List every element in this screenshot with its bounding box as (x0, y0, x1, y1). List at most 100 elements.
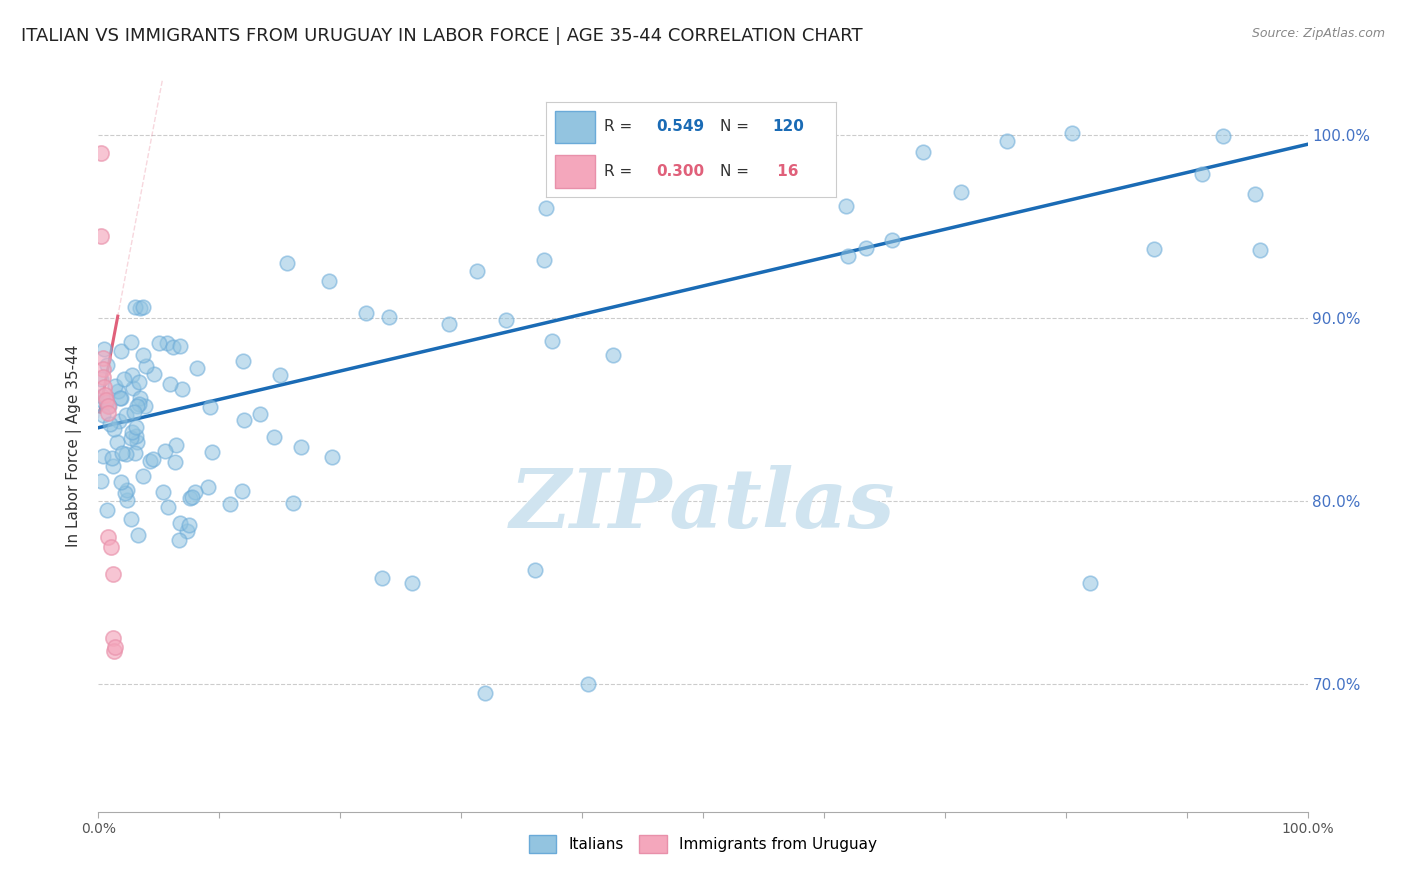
Point (534, 201, 557, 215)
Text: ZIPatlas: ZIPatlas (510, 465, 896, 544)
Point (115, 447, 138, 461)
Point (104, 640, 127, 655)
Point (1249, 243, 1271, 257)
Point (96, 395, 118, 409)
Point (97, 406, 120, 420)
Point (882, 233, 904, 247)
Point (474, 686, 496, 700)
Point (124, 446, 146, 460)
Point (281, 496, 304, 510)
Point (201, 445, 224, 459)
Point (165, 455, 187, 469)
Point (467, 264, 489, 278)
Y-axis label: In Labor Force | Age 35-44: In Labor Force | Age 35-44 (66, 345, 83, 547)
Point (91, 362, 114, 376)
Point (524, 563, 547, 577)
Point (91, 408, 114, 422)
Point (101, 567, 124, 582)
Point (276, 256, 298, 270)
Point (152, 484, 174, 499)
Point (533, 252, 555, 267)
Point (179, 491, 201, 505)
Point (1078, 576, 1101, 591)
Point (108, 414, 131, 428)
Point (112, 372, 135, 386)
Point (139, 454, 162, 468)
Point (602, 348, 624, 362)
Point (128, 397, 150, 411)
Point (263, 430, 285, 444)
Point (111, 445, 134, 459)
Point (91, 449, 114, 463)
Point (156, 500, 179, 514)
Point (142, 367, 165, 381)
Point (169, 339, 191, 353)
Point (269, 368, 291, 383)
Point (96, 503, 118, 517)
Point (90, 475, 112, 489)
Point (107, 384, 129, 399)
Point (97, 399, 120, 413)
Point (815, 119, 838, 133)
Point (94, 388, 117, 402)
Point (571, 171, 593, 186)
Point (162, 340, 184, 354)
Point (124, 300, 146, 314)
Point (127, 528, 149, 542)
Point (183, 485, 205, 500)
Point (129, 392, 152, 406)
Point (96, 358, 118, 372)
Point (437, 317, 460, 331)
Point (198, 400, 221, 414)
Point (91, 394, 114, 409)
Point (148, 336, 170, 351)
Point (125, 420, 148, 434)
Point (132, 469, 155, 483)
Point (125, 434, 148, 449)
Point (117, 492, 139, 507)
Point (120, 431, 142, 445)
Point (995, 134, 1018, 148)
Point (155, 444, 177, 458)
Point (401, 576, 423, 591)
Point (103, 644, 125, 658)
Point (172, 382, 194, 396)
Text: ITALIAN VS IMMIGRANTS FROM URUGUAY IN LABOR FORCE | AGE 35-44 CORRELATION CHART: ITALIAN VS IMMIGRANTS FROM URUGUAY IN LA… (21, 27, 863, 45)
Point (101, 450, 124, 465)
Point (156, 336, 179, 351)
Point (91, 351, 114, 366)
Point (911, 145, 934, 159)
Point (541, 334, 564, 348)
Point (93, 342, 115, 356)
Point (1212, 128, 1234, 143)
Point (121, 425, 143, 439)
Point (100, 540, 122, 554)
Point (159, 376, 181, 391)
Point (186, 360, 208, 375)
Point (129, 301, 152, 315)
Point (318, 274, 340, 288)
Point (110, 344, 132, 359)
Point (354, 305, 377, 319)
Point (135, 359, 157, 373)
Point (128, 375, 150, 389)
Point (370, 571, 392, 585)
Point (134, 400, 156, 414)
Point (1191, 167, 1213, 181)
Point (110, 392, 132, 406)
Point (115, 483, 138, 497)
Point (120, 512, 142, 526)
Point (110, 475, 132, 490)
Point (1060, 126, 1083, 140)
Point (101, 458, 124, 473)
Point (167, 533, 190, 547)
Point (103, 422, 125, 436)
Point (249, 407, 271, 421)
Point (101, 631, 124, 645)
Point (290, 440, 312, 454)
Point (197, 480, 219, 494)
Point (97, 530, 120, 544)
Point (114, 486, 136, 500)
Point (1244, 187, 1267, 202)
Point (576, 677, 599, 691)
